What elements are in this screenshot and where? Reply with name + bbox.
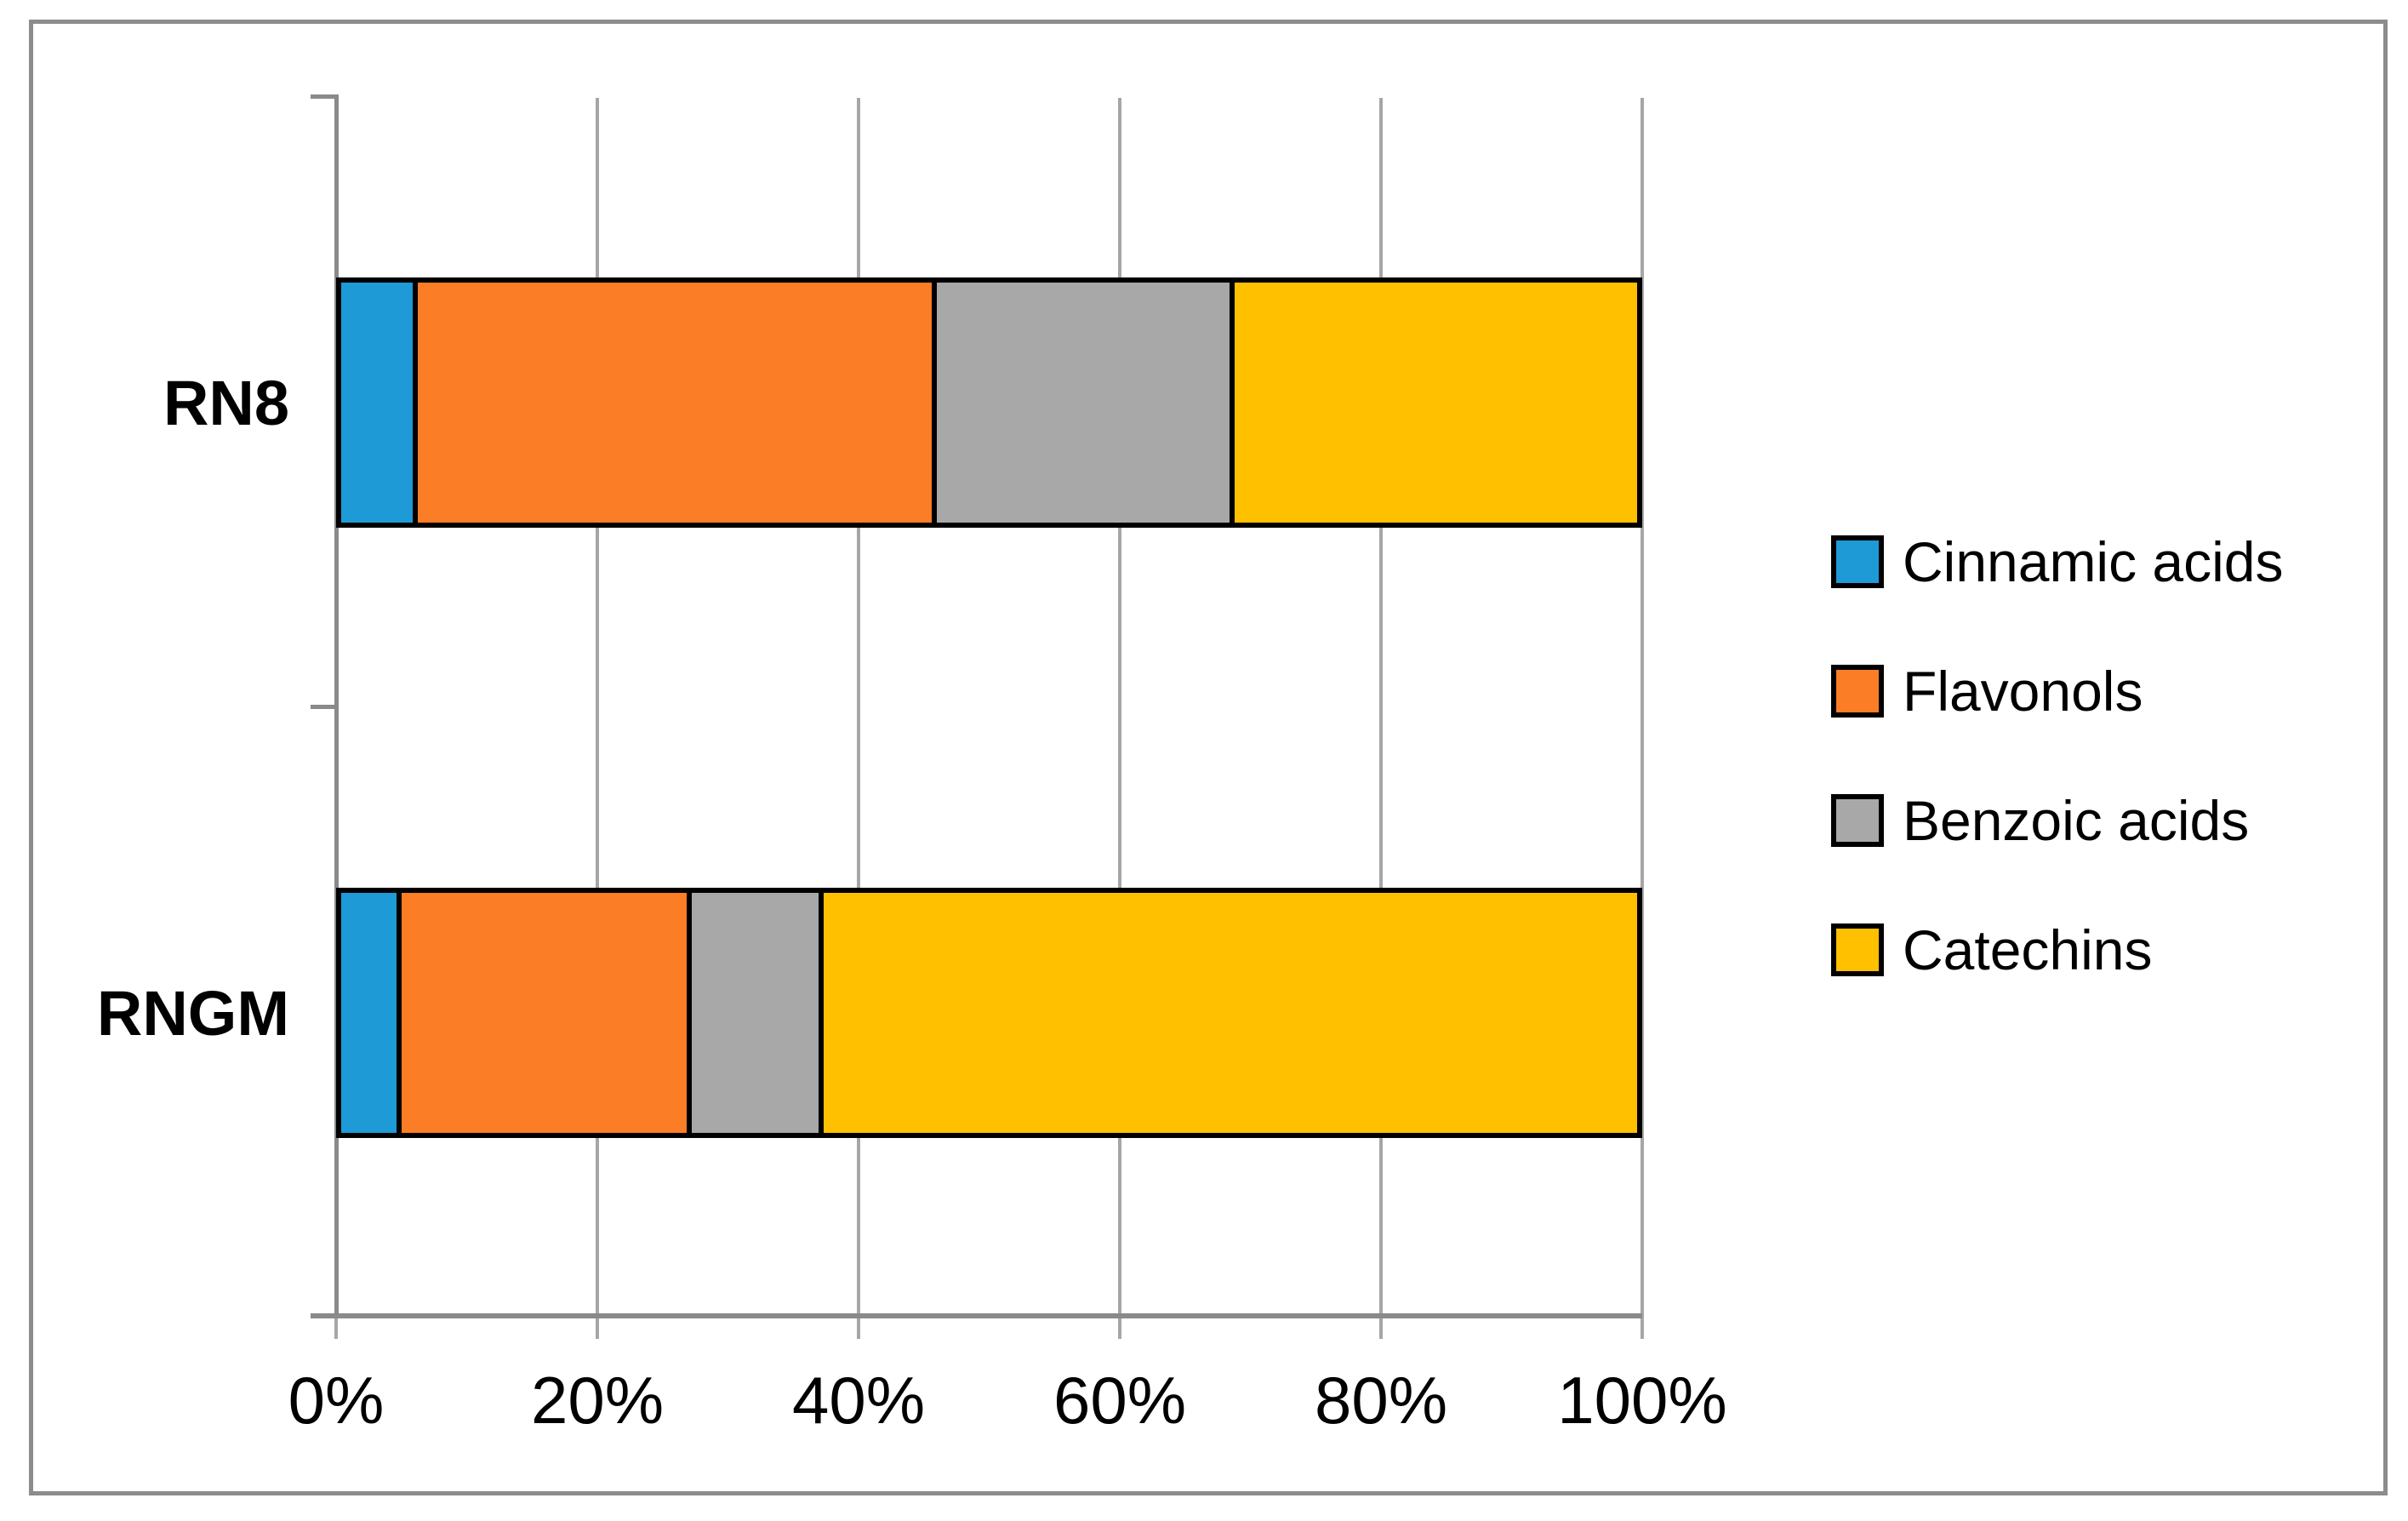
legend-label-flavonols: Flavonols xyxy=(1903,660,2143,723)
legend-swatch-flavonols xyxy=(1831,665,1884,718)
gridline-40- xyxy=(857,98,860,1339)
legend-item-flavonols: Flavonols xyxy=(1831,626,2284,756)
legend-label-catechins: Catechins xyxy=(1903,918,2153,981)
legend-label-cinnamic-acids: Cinnamic acids xyxy=(1903,530,2284,593)
bar-segment-rngm-benzoic-acids xyxy=(692,893,819,1133)
chart-border-frame xyxy=(29,20,2388,1495)
gridline-80- xyxy=(1379,98,1383,1339)
x-tick-label-100-: 100% xyxy=(1557,1363,1727,1438)
plot-area xyxy=(311,94,1644,1339)
x-tick-label-20-: 20% xyxy=(530,1363,665,1438)
bar-segment-rngm-flavonols xyxy=(401,893,688,1133)
bar-rngm xyxy=(336,888,1642,1138)
legend-item-benzoic-acids: Benzoic acids xyxy=(1831,756,2284,885)
x-tick-label-40-: 40% xyxy=(791,1363,926,1438)
x-tick-label-80-: 80% xyxy=(1314,1363,1448,1438)
bar-rn8 xyxy=(336,277,1642,528)
bar-segment-rngm-catechins xyxy=(824,893,1637,1133)
y-axis-line xyxy=(334,94,339,1318)
bar-segment-rn8-catechins xyxy=(1235,283,1637,523)
legend-swatch-benzoic-acids xyxy=(1831,794,1884,847)
bar-segment-rngm-cinnamic-acids xyxy=(341,893,397,1133)
legend-label-benzoic-acids: Benzoic acids xyxy=(1903,789,2250,852)
gridline-60- xyxy=(1118,98,1121,1339)
y-axis-tick-top xyxy=(311,94,336,99)
category-label-rngm: RNGM xyxy=(96,977,289,1049)
bar-segment-rn8-benzoic-acids xyxy=(936,283,1230,523)
gridline-100- xyxy=(1641,98,1644,1339)
x-axis-line xyxy=(311,1313,1642,1318)
legend-item-cinnamic-acids: Cinnamic acids xyxy=(1831,497,2284,626)
legend-swatch-cinnamic-acids xyxy=(1831,535,1884,588)
bar-segment-rn8-flavonols xyxy=(418,283,932,523)
legend: Cinnamic acids Flavonols Benzoic acids Cate… xyxy=(1831,497,2284,1015)
legend-item-catechins: Catechins xyxy=(1831,885,2284,1015)
x-tick-label-0-: 0% xyxy=(288,1363,385,1438)
x-tick-label-60-: 60% xyxy=(1053,1363,1187,1438)
bar-segment-rn8-cinnamic-acids xyxy=(341,283,414,523)
x-axis-tick-labels: 0% 20% 40% 60% 80% 100% xyxy=(288,1362,1727,1447)
gridline-20- xyxy=(596,98,599,1339)
y-axis-tick-middle xyxy=(311,705,336,709)
category-label-rn8: RN8 xyxy=(163,367,289,438)
legend-swatch-catechins xyxy=(1831,923,1884,976)
